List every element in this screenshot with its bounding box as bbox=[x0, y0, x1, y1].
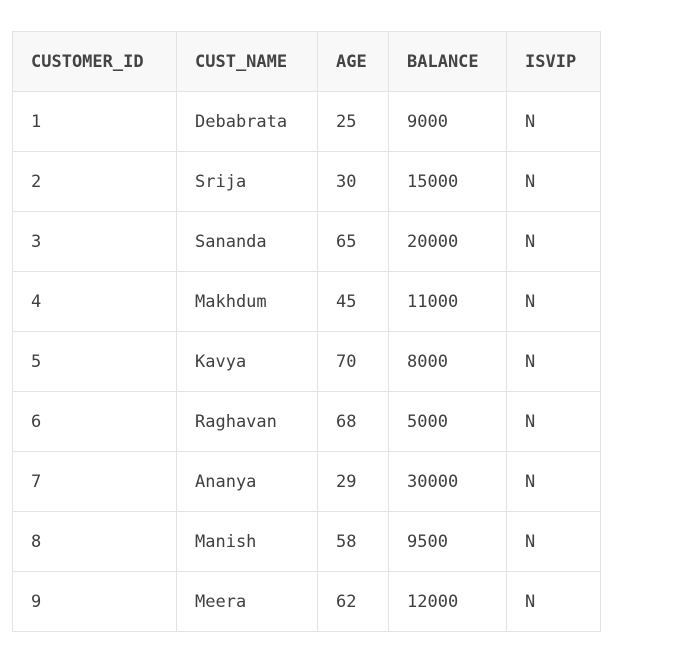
cell-balance: 11000 bbox=[388, 271, 507, 332]
column-header-age: AGE bbox=[317, 31, 389, 92]
cell-age: 58 bbox=[317, 511, 389, 572]
column-header-balance: BALANCE bbox=[388, 31, 507, 92]
cell-cust-name: Srija bbox=[176, 151, 318, 212]
cell-customer-id: 9 bbox=[12, 571, 177, 632]
column-header-isvip: ISVIP bbox=[506, 31, 601, 92]
cell-customer-id: 1 bbox=[12, 91, 177, 152]
table-row: 2 Srija 30 15000 N bbox=[12, 151, 601, 212]
cell-isvip: N bbox=[506, 571, 601, 632]
cell-isvip: N bbox=[506, 271, 601, 332]
header-row: CUSTOMER_ID CUST_NAME AGE BALANCE ISVIP bbox=[12, 31, 601, 92]
cell-balance: 8000 bbox=[388, 331, 507, 392]
cell-cust-name: Sananda bbox=[176, 211, 318, 272]
cell-customer-id: 4 bbox=[12, 271, 177, 332]
cell-isvip: N bbox=[506, 91, 601, 152]
cell-cust-name: Raghavan bbox=[176, 391, 318, 452]
table-row: 7 Ananya 29 30000 N bbox=[12, 451, 601, 512]
table-row: 3 Sananda 65 20000 N bbox=[12, 211, 601, 272]
cell-customer-id: 3 bbox=[12, 211, 177, 272]
cell-balance: 12000 bbox=[388, 571, 507, 632]
cell-age: 45 bbox=[317, 271, 389, 332]
cell-balance: 5000 bbox=[388, 391, 507, 452]
cell-customer-id: 2 bbox=[12, 151, 177, 212]
cell-balance: 15000 bbox=[388, 151, 507, 212]
cell-customer-id: 8 bbox=[12, 511, 177, 572]
table-row: 5 Kavya 70 8000 N bbox=[12, 331, 601, 392]
cell-balance: 9000 bbox=[388, 91, 507, 152]
cell-cust-name: Makhdum bbox=[176, 271, 318, 332]
table-row: 1 Debabrata 25 9000 N bbox=[12, 91, 601, 152]
cell-age: 70 bbox=[317, 331, 389, 392]
cell-isvip: N bbox=[506, 451, 601, 512]
cell-age: 30 bbox=[317, 151, 389, 212]
cell-customer-id: 5 bbox=[12, 331, 177, 392]
cell-customer-id: 7 bbox=[12, 451, 177, 512]
cell-balance: 9500 bbox=[388, 511, 507, 572]
cell-cust-name: Manish bbox=[176, 511, 318, 572]
cell-cust-name: Meera bbox=[176, 571, 318, 632]
cell-age: 65 bbox=[317, 211, 389, 272]
cell-isvip: N bbox=[506, 151, 601, 212]
column-header-customer-id: CUSTOMER_ID bbox=[12, 31, 177, 92]
cell-balance: 30000 bbox=[388, 451, 507, 512]
cell-isvip: N bbox=[506, 331, 601, 392]
customer-table: CUSTOMER_ID CUST_NAME AGE BALANCE ISVIP … bbox=[12, 31, 601, 632]
cell-cust-name: Kavya bbox=[176, 331, 318, 392]
table-row: 4 Makhdum 45 11000 N bbox=[12, 271, 601, 332]
cell-isvip: N bbox=[506, 211, 601, 272]
cell-age: 25 bbox=[317, 91, 389, 152]
cell-isvip: N bbox=[506, 391, 601, 452]
cell-isvip: N bbox=[506, 511, 601, 572]
table-body: 1 Debabrata 25 9000 N 2 Srija 30 15000 N… bbox=[12, 91, 601, 632]
table-row: 9 Meera 62 12000 N bbox=[12, 571, 601, 632]
table-row: 6 Raghavan 68 5000 N bbox=[12, 391, 601, 452]
table-header: CUSTOMER_ID CUST_NAME AGE BALANCE ISVIP bbox=[12, 31, 601, 92]
table-row: 8 Manish 58 9500 N bbox=[12, 511, 601, 572]
cell-age: 29 bbox=[317, 451, 389, 512]
cell-customer-id: 6 bbox=[12, 391, 177, 452]
column-header-cust-name: CUST_NAME bbox=[176, 31, 318, 92]
cell-age: 62 bbox=[317, 571, 389, 632]
cell-balance: 20000 bbox=[388, 211, 507, 272]
cell-cust-name: Ananya bbox=[176, 451, 318, 512]
cell-cust-name: Debabrata bbox=[176, 91, 318, 152]
cell-age: 68 bbox=[317, 391, 389, 452]
